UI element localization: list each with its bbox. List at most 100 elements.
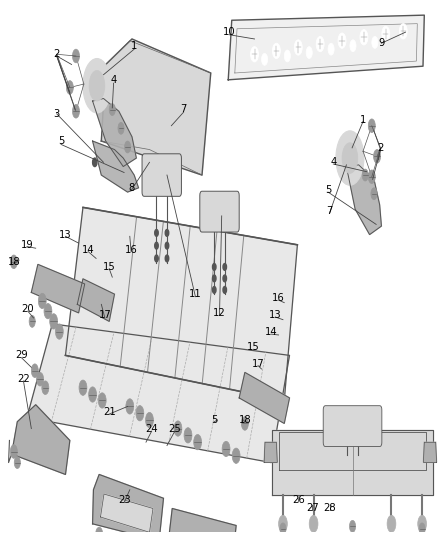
Polygon shape <box>31 264 85 313</box>
Circle shape <box>250 46 258 62</box>
Circle shape <box>335 131 363 185</box>
Circle shape <box>272 43 280 59</box>
Circle shape <box>165 255 168 262</box>
Text: 20: 20 <box>21 304 34 314</box>
Polygon shape <box>12 405 70 474</box>
Circle shape <box>370 188 376 200</box>
Circle shape <box>337 33 345 49</box>
Text: 4: 4 <box>329 157 336 167</box>
Text: 28: 28 <box>323 504 336 513</box>
Text: 2: 2 <box>377 143 383 153</box>
Circle shape <box>184 427 191 443</box>
Circle shape <box>193 434 201 450</box>
Circle shape <box>367 170 374 183</box>
Text: 24: 24 <box>145 424 158 433</box>
Text: 16: 16 <box>124 245 137 255</box>
Text: 16: 16 <box>272 293 284 303</box>
Circle shape <box>371 36 377 49</box>
Circle shape <box>381 26 389 42</box>
Circle shape <box>223 263 226 270</box>
FancyBboxPatch shape <box>142 154 181 196</box>
Circle shape <box>278 515 287 532</box>
Circle shape <box>38 293 46 309</box>
Text: 21: 21 <box>102 407 115 416</box>
Text: 1: 1 <box>131 41 137 51</box>
FancyBboxPatch shape <box>322 406 381 447</box>
Text: 13: 13 <box>268 310 281 320</box>
Text: 25: 25 <box>168 424 181 433</box>
FancyBboxPatch shape <box>199 191 239 232</box>
Text: 15: 15 <box>102 262 115 272</box>
Text: 17: 17 <box>251 359 264 369</box>
Circle shape <box>173 421 181 436</box>
Text: 7: 7 <box>326 206 332 216</box>
Circle shape <box>367 119 374 133</box>
Circle shape <box>83 59 111 113</box>
Text: 5: 5 <box>58 136 64 146</box>
Circle shape <box>109 103 115 116</box>
Text: 2: 2 <box>53 49 60 59</box>
Circle shape <box>66 80 73 94</box>
Circle shape <box>373 150 380 163</box>
Circle shape <box>293 40 301 55</box>
Circle shape <box>118 123 124 134</box>
Text: 10: 10 <box>223 27 235 37</box>
Circle shape <box>279 523 286 533</box>
Circle shape <box>232 448 240 463</box>
Text: 4: 4 <box>110 75 117 85</box>
Polygon shape <box>65 207 297 400</box>
Circle shape <box>72 49 79 63</box>
Circle shape <box>36 373 43 386</box>
Circle shape <box>72 104 79 118</box>
Text: 23: 23 <box>117 495 130 505</box>
Text: 18: 18 <box>7 257 20 267</box>
Circle shape <box>55 324 63 339</box>
Text: 13: 13 <box>59 230 71 240</box>
Circle shape <box>119 532 126 533</box>
Circle shape <box>349 40 355 52</box>
Polygon shape <box>228 15 424 80</box>
Text: 11: 11 <box>189 289 201 299</box>
Text: 14: 14 <box>82 245 94 255</box>
Circle shape <box>124 141 131 153</box>
Text: 14: 14 <box>264 327 277 337</box>
Circle shape <box>49 314 57 329</box>
Polygon shape <box>264 442 277 462</box>
Text: 5: 5 <box>324 185 330 196</box>
Circle shape <box>222 441 230 457</box>
Text: 1: 1 <box>359 115 365 125</box>
Circle shape <box>44 303 52 319</box>
Polygon shape <box>166 508 236 533</box>
Circle shape <box>14 457 20 469</box>
Circle shape <box>154 230 158 236</box>
Circle shape <box>361 169 367 181</box>
Circle shape <box>223 287 226 293</box>
Circle shape <box>31 364 38 377</box>
Circle shape <box>29 316 35 327</box>
Polygon shape <box>92 99 136 166</box>
Polygon shape <box>92 474 163 533</box>
Circle shape <box>11 255 17 269</box>
Circle shape <box>284 50 290 62</box>
Circle shape <box>417 515 426 532</box>
Text: 26: 26 <box>291 495 304 505</box>
Circle shape <box>145 413 153 427</box>
Text: 9: 9 <box>378 38 384 48</box>
Text: 17: 17 <box>98 310 111 320</box>
Text: 18: 18 <box>238 415 251 425</box>
Circle shape <box>89 70 105 101</box>
Circle shape <box>88 387 96 402</box>
Text: 12: 12 <box>212 308 226 318</box>
Circle shape <box>261 53 267 66</box>
Circle shape <box>126 399 134 414</box>
Circle shape <box>327 43 333 55</box>
Polygon shape <box>92 141 138 192</box>
Circle shape <box>79 380 87 395</box>
Circle shape <box>165 230 168 236</box>
Text: 29: 29 <box>15 350 28 360</box>
Polygon shape <box>101 39 210 175</box>
Circle shape <box>212 287 215 293</box>
Circle shape <box>418 523 424 533</box>
Circle shape <box>223 275 226 282</box>
Polygon shape <box>100 494 152 532</box>
